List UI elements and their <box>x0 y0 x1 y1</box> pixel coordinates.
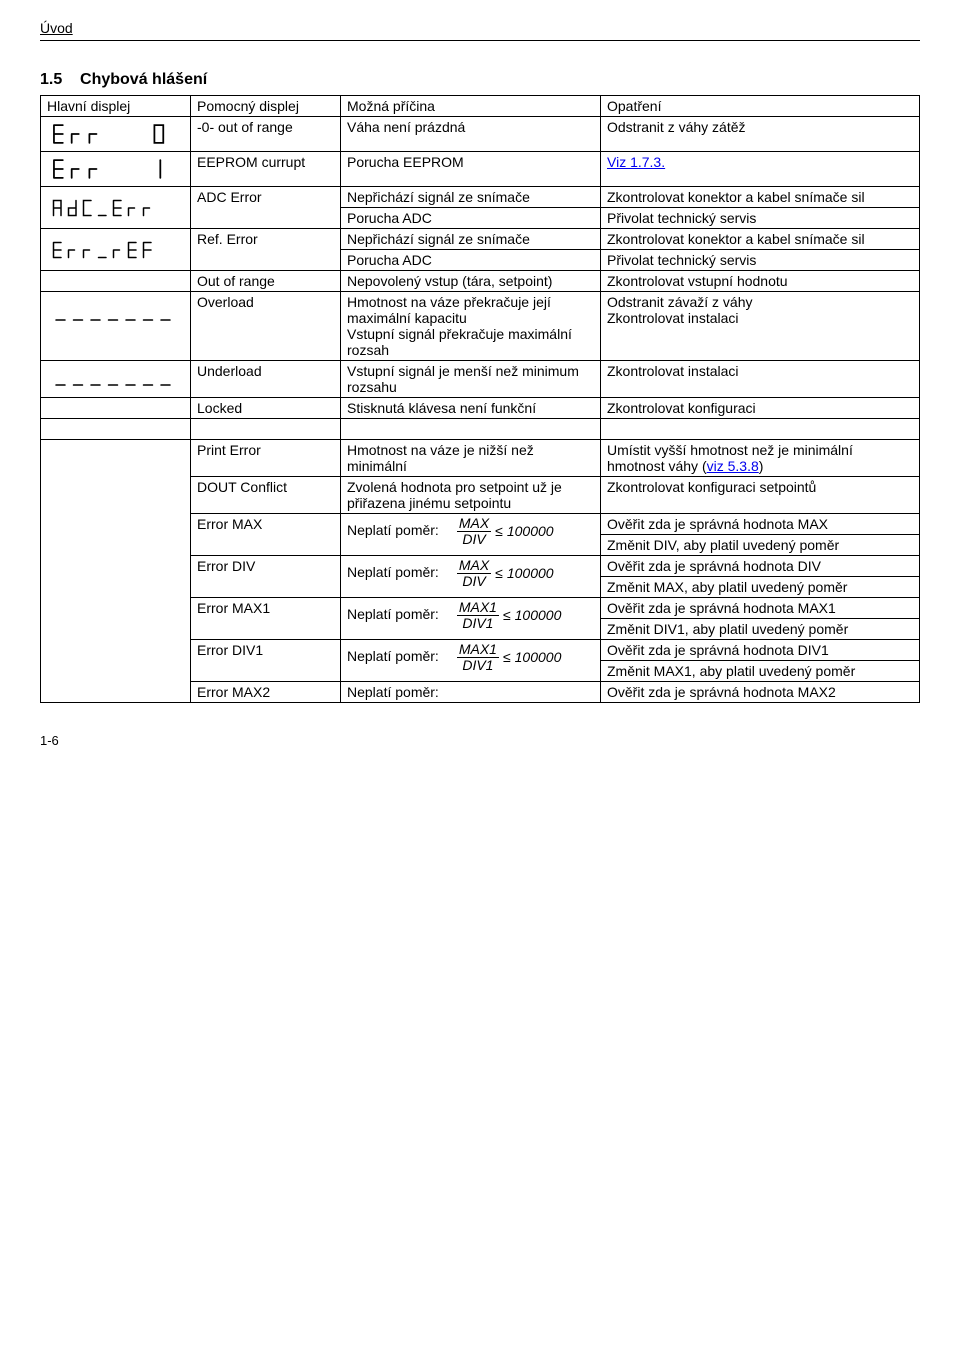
page-number: 1-6 <box>40 733 920 748</box>
spacer-cell <box>341 419 601 440</box>
display-cell <box>41 229 191 271</box>
action: Změnit MAX1, aby platil uvedený poměr <box>601 661 920 682</box>
action: Přivolat technický servis <box>601 208 920 229</box>
action: Ověřit zda je správná hodnota MAX2 <box>601 682 920 703</box>
cause: Porucha ADC <box>341 250 601 271</box>
action: Zkontrolovat konfiguraci <box>601 398 920 419</box>
table-header: Možná příčina <box>341 96 601 117</box>
aux-display: Ref. Error <box>191 229 341 271</box>
spacer-cell <box>41 419 191 440</box>
aux-display: Out of range <box>191 271 341 292</box>
aux-display: Error MAX2 <box>191 682 341 703</box>
display-cell <box>41 152 191 187</box>
action: Zkontrolovat konektor a kabel snímače si… <box>601 187 920 208</box>
action: Zkontrolovat konektor a kabel snímače si… <box>601 229 920 250</box>
section-heading: Chybová hlášení <box>80 71 207 88</box>
cause: Zvolená hodnota pro setpoint už je přiřa… <box>341 477 601 514</box>
cause: Neplatí poměr:MAXDIV≤100000 <box>341 556 601 598</box>
display-cell <box>41 440 191 703</box>
cause: Vstupní signál je menší než minimum rozs… <box>341 361 601 398</box>
aux-display: Error MAX <box>191 514 341 556</box>
display-cell <box>41 398 191 419</box>
cause: Neplatí poměr:MAX1DIV1≤100000 <box>341 598 601 640</box>
action: Ověřit zda je správná hodnota MAX <box>601 514 920 535</box>
action: Umístit vyšší hmotnost než je minimální … <box>601 440 920 477</box>
aux-display: Underload <box>191 361 341 398</box>
header-rule <box>40 40 920 41</box>
cause: Nepřichází signál ze snímače <box>341 229 601 250</box>
spacer-cell <box>601 419 920 440</box>
aux-display: EEPROM currupt <box>191 152 341 187</box>
action: Změnit DIV1, aby platil uvedený poměr <box>601 619 920 640</box>
reference-link[interactable]: Viz 1.7.3. <box>607 154 665 170</box>
display-cell <box>41 187 191 229</box>
action: Zkontrolovat konfiguraci setpointů <box>601 477 920 514</box>
action: Ověřit zda je správná hodnota DIV1 <box>601 640 920 661</box>
cause: Neplatí poměr: <box>341 682 601 703</box>
display-cell <box>41 271 191 292</box>
section-number: 1.5 <box>40 71 62 88</box>
spacer-cell <box>191 419 341 440</box>
cause: Nepřichází signál ze snímače <box>341 187 601 208</box>
table-header: Opatření <box>601 96 920 117</box>
aux-display: Error DIV <box>191 556 341 598</box>
action: Přivolat technický servis <box>601 250 920 271</box>
cause: Stisknutá klávesa není funkční <box>341 398 601 419</box>
display-cell <box>41 361 191 398</box>
action: Zkontrolovat vstupní hodnotu <box>601 271 920 292</box>
action: Odstranit závaží z váhyZkontrolovat inst… <box>601 292 920 361</box>
action: Ověřit zda je správná hodnota DIV <box>601 556 920 577</box>
error-table: Hlavní displejPomocný displejMožná příči… <box>40 95 920 703</box>
aux-display: ADC Error <box>191 187 341 229</box>
cause: Porucha ADC <box>341 208 601 229</box>
aux-display: DOUT Conflict <box>191 477 341 514</box>
cause: Nepovolený vstup (tára, setpoint) <box>341 271 601 292</box>
cause: Hmotnost na váze překračuje její maximál… <box>341 292 601 361</box>
cause: Neplatí poměr:MAXDIV≤100000 <box>341 514 601 556</box>
aux-display: Overload <box>191 292 341 361</box>
cause: Porucha EEPROM <box>341 152 601 187</box>
action: Zkontrolovat instalaci <box>601 361 920 398</box>
table-header: Hlavní displej <box>41 96 191 117</box>
reference-link[interactable]: viz 5.3.8 <box>707 458 759 474</box>
page-header: Úvod <box>40 20 920 36</box>
section-title: 1.5 Chybová hlášení <box>40 71 920 89</box>
cause: Neplatí poměr:MAX1DIV1≤100000 <box>341 640 601 682</box>
table-header: Pomocný displej <box>191 96 341 117</box>
action: Odstranit z váhy zátěž <box>601 117 920 152</box>
aux-display: -0- out of range <box>191 117 341 152</box>
display-cell <box>41 292 191 361</box>
action: Změnit MAX, aby platil uvedený poměr <box>601 577 920 598</box>
aux-display: Error DIV1 <box>191 640 341 682</box>
action: Změnit DIV, aby platil uvedený poměr <box>601 535 920 556</box>
aux-display: Locked <box>191 398 341 419</box>
action: Ověřit zda je správná hodnota MAX1 <box>601 598 920 619</box>
aux-display: Error MAX1 <box>191 598 341 640</box>
aux-display: Print Error <box>191 440 341 477</box>
cause: Váha není prázdná <box>341 117 601 152</box>
display-cell <box>41 117 191 152</box>
action: Viz 1.7.3. <box>601 152 920 187</box>
cause: Hmotnost na váze je nižší než minimální <box>341 440 601 477</box>
